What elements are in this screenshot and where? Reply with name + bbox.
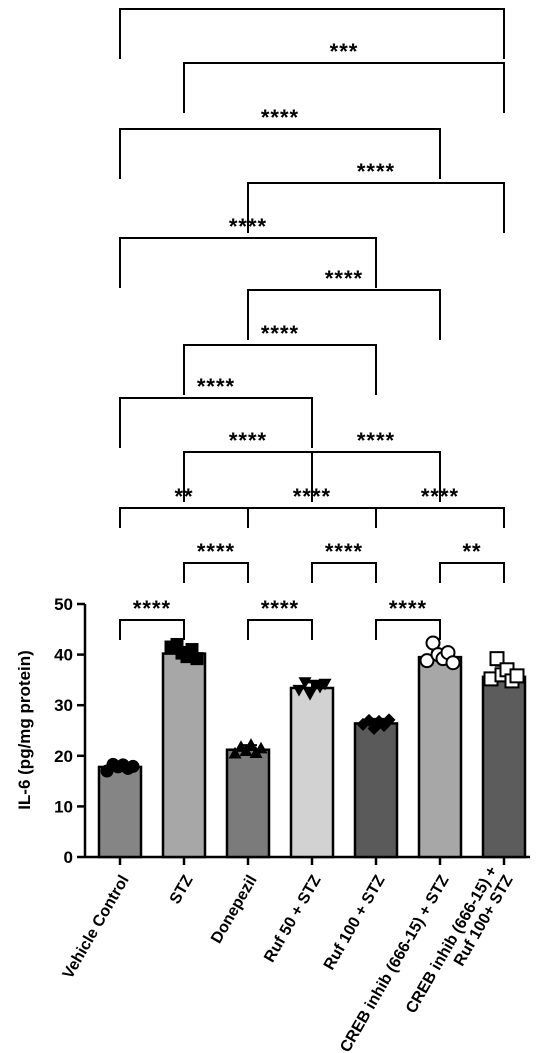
significance-label: **** <box>229 428 267 453</box>
significance-label: **** <box>325 539 363 564</box>
data-point <box>382 713 396 727</box>
data-point <box>318 678 332 691</box>
y-tick-label: 50 <box>54 595 73 614</box>
significance-bracket <box>375 619 441 640</box>
significance-bracket <box>247 619 313 640</box>
category-label-line: Ruf 100 + STZ <box>321 872 389 973</box>
significance-label: **** <box>133 596 171 621</box>
significance-label: **** <box>325 266 363 291</box>
significance-bracket <box>311 451 441 502</box>
category-label: Ruf 100 + STZ <box>321 872 389 973</box>
significance-bracket <box>119 128 441 179</box>
significance-bracket <box>119 8 505 59</box>
y-tick-label: 10 <box>54 797 73 816</box>
bar <box>225 748 271 859</box>
data-point <box>303 688 317 701</box>
data-point <box>239 744 253 756</box>
bar <box>417 655 463 859</box>
bar <box>481 675 527 859</box>
data-point <box>244 738 258 750</box>
significance-label: **** <box>357 428 395 453</box>
significance-label: **** <box>197 539 235 564</box>
data-point <box>228 746 242 759</box>
category-label-line: Donepezil <box>208 873 261 947</box>
significance-label: **** <box>261 321 299 346</box>
category-label-line: STZ <box>167 872 197 907</box>
data-point <box>419 653 435 669</box>
data-point <box>489 651 505 667</box>
bar <box>353 722 399 859</box>
category-label: Ruf 50 + STZ <box>261 872 325 965</box>
y-tick-label: 30 <box>54 696 73 715</box>
y-tick-label: 20 <box>54 747 73 766</box>
category-labels: Vehicle Control STZ Donepezil Ruf 50 + STZR… <box>60 864 517 1053</box>
significance-bracket <box>311 562 377 583</box>
data-point <box>190 652 204 666</box>
significance-label: **** <box>261 105 299 130</box>
category-label: Vehicle Control <box>60 873 133 982</box>
significance-bracket <box>247 507 377 528</box>
bars-group <box>97 635 527 859</box>
significance-bracket <box>119 397 313 448</box>
significance-label: *** <box>330 39 359 64</box>
significance-label: ** <box>174 484 193 509</box>
data-point <box>362 713 376 727</box>
significance-bracket <box>183 562 249 583</box>
significance-bracket <box>247 182 505 233</box>
bar <box>97 765 143 859</box>
data-point <box>445 655 461 671</box>
y-tick-label: 0 <box>64 848 73 867</box>
significance-bracket <box>247 289 441 340</box>
significance-bracket <box>119 507 249 528</box>
significance-bracket <box>439 562 505 583</box>
data-point <box>298 677 312 689</box>
significance-label: **** <box>261 596 299 621</box>
data-point <box>292 684 306 697</box>
significance-bracket <box>375 507 505 528</box>
significance-bracket <box>183 344 377 395</box>
category-label-line: Vehicle Control <box>60 873 133 982</box>
significance-label: **** <box>293 484 331 509</box>
category-label: STZ <box>167 872 197 907</box>
significance-bracket <box>183 62 505 113</box>
significance-brackets: ******************************* ****** ***… <box>119 0 505 640</box>
category-label: CREB inhib (666-15) +Ruf 100+ STZ <box>403 864 517 1017</box>
significance-label: **** <box>357 159 395 184</box>
significance-label: **** <box>293 0 331 10</box>
data-point <box>126 759 140 773</box>
category-label: Donepezil <box>208 873 261 947</box>
significance-label: **** <box>229 214 267 239</box>
significance-label: **** <box>421 484 459 509</box>
significance-bracket <box>119 237 377 288</box>
bar <box>289 686 335 859</box>
y-axis-label: IL-6 (pg/mg protein) <box>15 650 34 810</box>
significance-label: **** <box>197 374 235 399</box>
data-point <box>254 741 268 754</box>
y-tick-label: 40 <box>54 646 73 665</box>
significance-label: **** <box>389 596 427 621</box>
significance-bracket <box>119 619 185 640</box>
bar <box>161 652 207 859</box>
category-label-line: Ruf 50 + STZ <box>261 872 325 965</box>
significance-label: ** <box>462 539 481 564</box>
data-point <box>509 668 525 684</box>
